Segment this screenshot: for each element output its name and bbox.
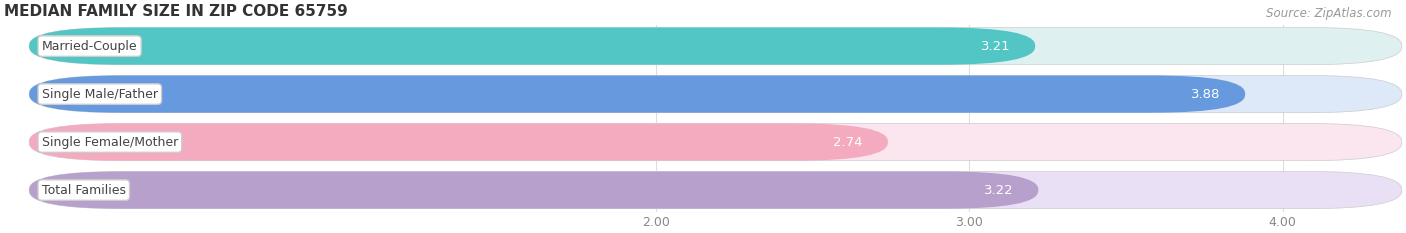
- Text: 3.88: 3.88: [1191, 88, 1220, 101]
- Text: Single Female/Mother: Single Female/Mother: [42, 136, 179, 149]
- Text: Total Families: Total Families: [42, 184, 125, 197]
- Text: MEDIAN FAMILY SIZE IN ZIP CODE 65759: MEDIAN FAMILY SIZE IN ZIP CODE 65759: [4, 4, 347, 19]
- Text: Married-Couple: Married-Couple: [42, 40, 138, 53]
- FancyBboxPatch shape: [30, 75, 1402, 113]
- FancyBboxPatch shape: [30, 171, 1402, 209]
- Text: 3.22: 3.22: [984, 184, 1014, 197]
- Text: Single Male/Father: Single Male/Father: [42, 88, 157, 101]
- FancyBboxPatch shape: [30, 27, 1035, 65]
- Text: 3.21: 3.21: [980, 40, 1010, 53]
- Text: Source: ZipAtlas.com: Source: ZipAtlas.com: [1267, 7, 1392, 20]
- FancyBboxPatch shape: [30, 27, 1402, 65]
- FancyBboxPatch shape: [30, 123, 1402, 161]
- FancyBboxPatch shape: [30, 75, 1246, 113]
- FancyBboxPatch shape: [30, 123, 889, 161]
- Text: 2.74: 2.74: [834, 136, 863, 149]
- FancyBboxPatch shape: [30, 171, 1038, 209]
